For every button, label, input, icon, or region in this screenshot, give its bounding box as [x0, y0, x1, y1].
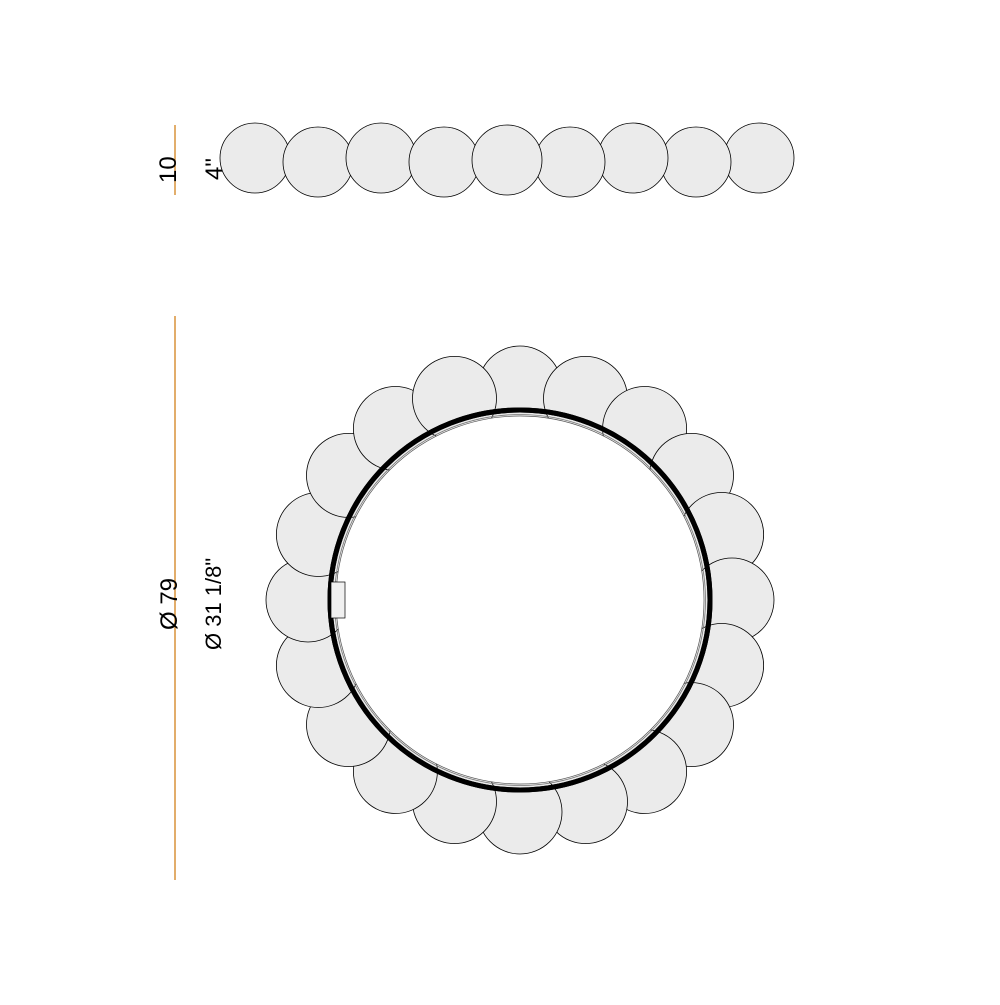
diameter-metric-label: Ø 79 — [156, 578, 184, 630]
diameter-imperial-label: Ø 31 1/8" — [201, 558, 227, 650]
height-metric-label: 10 — [155, 156, 183, 183]
technical-drawing: 10 4" Ø 79 Ø 31 1/8" — [0, 0, 1000, 1000]
drawing-svg — [0, 0, 1000, 1000]
height-imperial-label: 4" — [201, 158, 229, 180]
